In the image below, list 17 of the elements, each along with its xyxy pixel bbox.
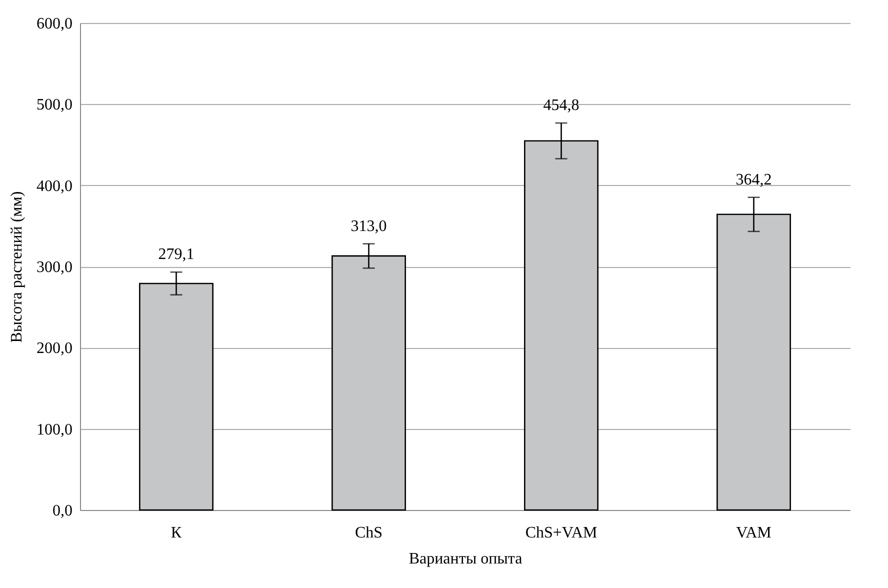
data-label: 454,8 bbox=[543, 96, 580, 114]
y-tick-label: 300,0 bbox=[36, 259, 72, 276]
x-tick-label: К bbox=[170, 524, 182, 542]
x-tick-label: VAM bbox=[736, 524, 772, 542]
y-tick-label: 600,0 bbox=[36, 16, 72, 32]
y-tick-label: 200,0 bbox=[36, 340, 72, 358]
y-tick-label: 400,0 bbox=[36, 178, 72, 195]
y-tick-label: 500,0 bbox=[36, 96, 72, 114]
data-label: 364,2 bbox=[736, 171, 772, 188]
y-tick-label: 0,0 bbox=[52, 502, 72, 520]
x-tick-label: ChS+VAM bbox=[525, 524, 598, 542]
x-axis-title: Варианты опыта bbox=[408, 550, 522, 568]
data-label: 313,0 bbox=[350, 218, 387, 235]
y-axis-title: Высота растений (мм) bbox=[8, 191, 26, 343]
x-tick-label: ChS bbox=[354, 524, 383, 542]
y-tick-label: 100,0 bbox=[36, 421, 72, 438]
data-label: 279,1 bbox=[158, 246, 194, 264]
